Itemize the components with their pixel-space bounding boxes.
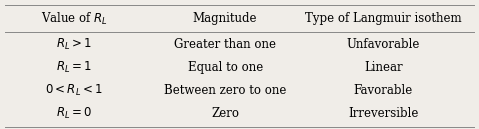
Text: Between zero to one: Between zero to one <box>164 84 286 97</box>
Text: Equal to one: Equal to one <box>187 61 263 74</box>
Text: $R_L > 1$: $R_L > 1$ <box>57 37 92 52</box>
Text: Zero: Zero <box>211 107 239 120</box>
Text: Type of Langmuir isothem: Type of Langmuir isothem <box>305 12 461 25</box>
Text: $R_L = 1$: $R_L = 1$ <box>57 59 92 75</box>
Text: Value of $R_L$: Value of $R_L$ <box>41 11 108 27</box>
Text: $0 < R_L <1$: $0 < R_L <1$ <box>46 83 103 98</box>
Text: Unfavorable: Unfavorable <box>346 38 420 51</box>
Text: $R_L = 0$: $R_L = 0$ <box>56 106 92 121</box>
Text: Irreversible: Irreversible <box>348 107 418 120</box>
Text: Greater than one: Greater than one <box>174 38 276 51</box>
Text: Magnitude: Magnitude <box>193 12 257 25</box>
Text: Favorable: Favorable <box>354 84 413 97</box>
Text: Linear: Linear <box>364 61 402 74</box>
